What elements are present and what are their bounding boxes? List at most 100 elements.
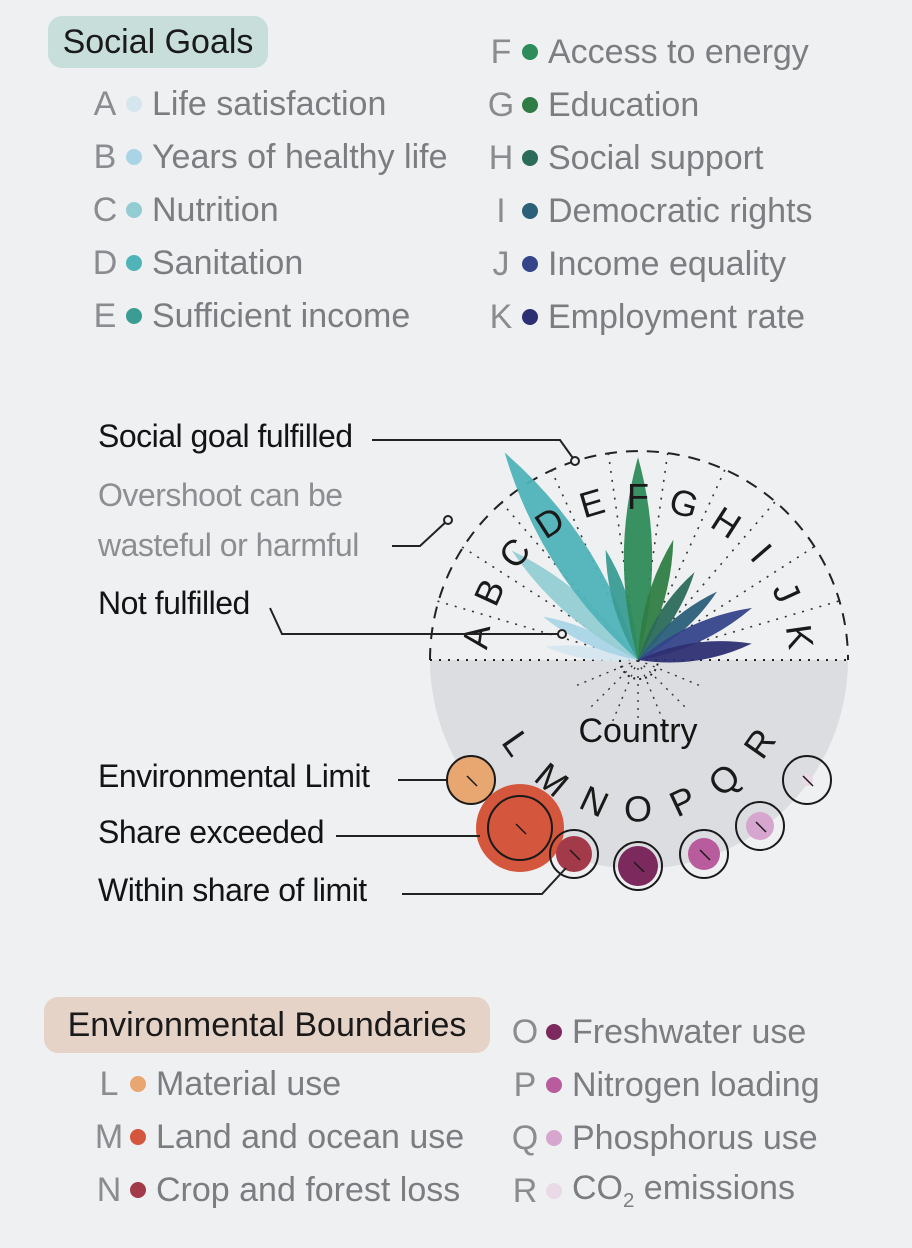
petal-i bbox=[638, 591, 717, 660]
legend-key: I bbox=[496, 191, 506, 230]
legend-key: E bbox=[93, 296, 117, 335]
env-tick bbox=[569, 849, 581, 861]
legend-label: Education bbox=[548, 85, 700, 124]
legend-label: Nutrition bbox=[152, 190, 279, 229]
legend-color-dot bbox=[126, 255, 142, 271]
legend-key: M bbox=[94, 1117, 124, 1156]
legend-color-dot bbox=[546, 1183, 562, 1199]
legend-label: Phosphorus use bbox=[572, 1118, 818, 1157]
env-tick bbox=[466, 775, 478, 787]
env-legend-item-r: R CO2 emissions bbox=[510, 1169, 795, 1212]
legend-label: Sufficient income bbox=[152, 296, 411, 335]
country-label: Country bbox=[578, 712, 697, 750]
social-legend-item-b: B Years of healthy life bbox=[90, 137, 448, 177]
env-tick bbox=[699, 849, 711, 861]
legend-label: Social support bbox=[548, 138, 764, 177]
env-legend-item-o: O Freshwater use bbox=[510, 1012, 807, 1052]
legend-key: P bbox=[513, 1065, 537, 1104]
social-legend-item-j: J Income equality bbox=[486, 244, 787, 284]
env-legend-item-m: M Land and ocean use bbox=[94, 1117, 464, 1157]
legend-color-dot bbox=[522, 309, 538, 325]
social-legend-item-i: I Democratic rights bbox=[486, 191, 813, 231]
env-limit-ring-m bbox=[487, 795, 553, 861]
overshoot-leader bbox=[392, 519, 449, 547]
env-tick bbox=[633, 861, 645, 873]
legend-color-dot bbox=[546, 1024, 562, 1040]
env-tick bbox=[515, 823, 527, 835]
legend-color-dot bbox=[130, 1076, 146, 1092]
environmental-limit-label: Environmental Limit bbox=[98, 758, 370, 794]
legend-color-dot bbox=[522, 97, 538, 113]
legend-label: Land and ocean use bbox=[156, 1117, 465, 1156]
legend-key: N bbox=[96, 1170, 122, 1209]
legend-color-dot bbox=[522, 44, 538, 60]
social-letter-i: I bbox=[743, 536, 781, 570]
social-letter-g: G bbox=[665, 480, 703, 527]
legend-key: H bbox=[488, 138, 514, 177]
legend-label: Democratic rights bbox=[548, 191, 813, 230]
env-letter-o: O bbox=[624, 789, 652, 830]
legend-color-dot bbox=[522, 256, 538, 272]
env-legend-item-q: Q Phosphorus use bbox=[510, 1118, 818, 1158]
social-legend-item-g: G Education bbox=[486, 85, 699, 125]
legend-key: R bbox=[512, 1171, 538, 1210]
env-limit-ring-l bbox=[446, 755, 496, 805]
legend-label: Freshwater use bbox=[572, 1012, 807, 1051]
legend-key: G bbox=[487, 85, 515, 124]
legend-color-dot bbox=[130, 1129, 146, 1145]
social-fulfilled-marker bbox=[570, 456, 580, 466]
legend-key: Q bbox=[511, 1118, 539, 1157]
social-petals bbox=[504, 452, 753, 663]
legend-color-dot bbox=[546, 1077, 562, 1093]
social-legend-item-e: E Sufficient income bbox=[90, 296, 411, 336]
legend-label: Crop and forest loss bbox=[156, 1170, 461, 1209]
social-boundary-ring bbox=[429, 450, 849, 661]
legend-color-dot bbox=[522, 150, 538, 166]
legend-key: D bbox=[92, 243, 118, 282]
legend-color-dot bbox=[126, 308, 142, 324]
legend-label: CO2 emissions bbox=[572, 1169, 795, 1212]
legend-key: F bbox=[490, 32, 512, 71]
petal-d bbox=[504, 452, 638, 660]
social-letter-e: E bbox=[575, 480, 610, 526]
legend-key: O bbox=[511, 1012, 539, 1051]
social-letter-a: A bbox=[454, 622, 498, 652]
within-share-label: Within share of limit bbox=[98, 872, 367, 908]
petal-g bbox=[638, 539, 674, 660]
legend-label: Life satisfaction bbox=[152, 84, 387, 123]
petal-e bbox=[605, 549, 638, 660]
center-arc bbox=[619, 659, 659, 680]
social-letter-f: F bbox=[627, 476, 649, 517]
legend-label: Sanitation bbox=[152, 243, 304, 282]
legend-color-dot bbox=[546, 1130, 562, 1146]
overshoot-label: Overshoot can be wasteful or harmful bbox=[98, 477, 359, 563]
within-share-leader bbox=[402, 867, 567, 895]
env-tick bbox=[755, 821, 767, 833]
legend-label: Employment rate bbox=[548, 297, 805, 336]
not-fulfilled-leader bbox=[269, 607, 562, 635]
social-legend-item-k: K Employment rate bbox=[486, 297, 805, 337]
environmental-boundaries-title: Environmental Boundaries bbox=[44, 997, 490, 1053]
petal-b bbox=[542, 616, 638, 660]
overshoot-marker bbox=[443, 515, 453, 525]
petal-j bbox=[638, 607, 753, 660]
social-letter-h: H bbox=[704, 498, 748, 547]
social-legend-item-h: H Social support bbox=[486, 138, 764, 178]
env-limit-ring-o bbox=[613, 841, 663, 891]
env-limit-ring-r bbox=[782, 755, 832, 805]
legend-key: A bbox=[93, 84, 117, 123]
social-fulfilled-label: Social goal fulfilled bbox=[98, 418, 353, 454]
share-exceeded-label: Share exceeded bbox=[98, 814, 325, 850]
social-letter-j: J bbox=[764, 575, 809, 608]
env-legend-item-n: N Crop and forest loss bbox=[94, 1170, 461, 1210]
legend-color-dot bbox=[126, 202, 142, 218]
legend-label: Access to energy bbox=[548, 32, 809, 71]
social-legend-item-d: D Sanitation bbox=[90, 243, 304, 283]
env-legend-item-p: P Nitrogen loading bbox=[510, 1065, 820, 1105]
not-fulfilled-marker bbox=[557, 629, 567, 639]
env-limit-ring-q bbox=[735, 801, 785, 851]
social-letter-b: B bbox=[466, 573, 513, 612]
legend-color-dot bbox=[126, 96, 142, 112]
petal-h bbox=[638, 572, 695, 660]
